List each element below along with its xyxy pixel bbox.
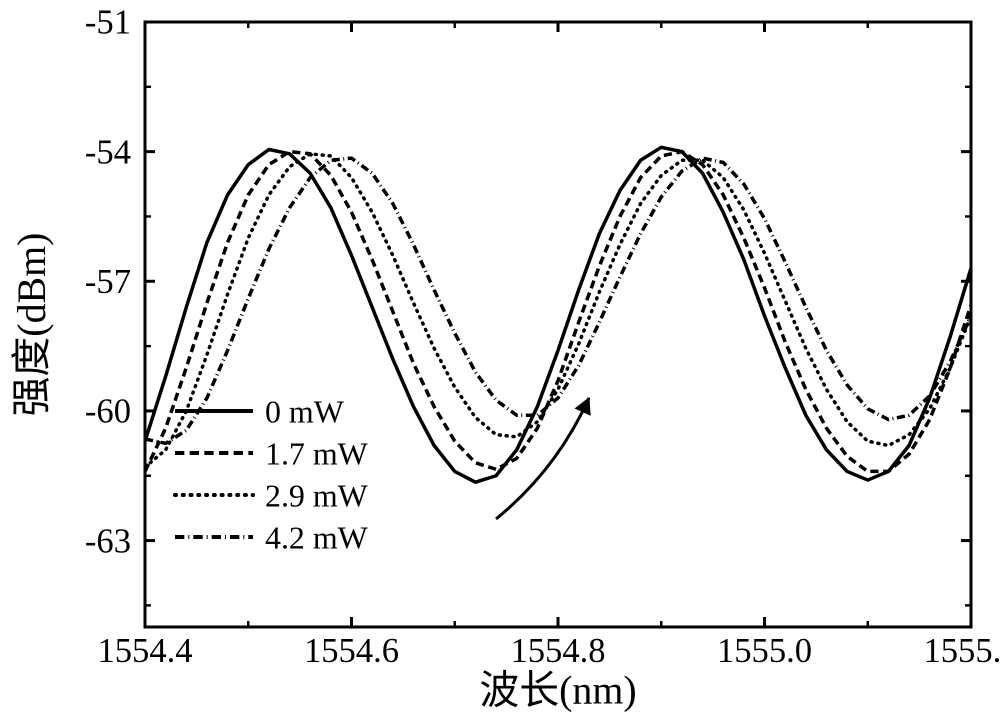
y-tick-label: -54: [85, 133, 131, 171]
x-axis-title: 波长(nm): [479, 668, 636, 713]
chart-svg: 1554.4 1554.6 1554.8 1555.0 1555.2 -51 -54 -57 -…: [0, 0, 1000, 719]
x-tick-label: 1555.2: [923, 632, 1000, 670]
y-tick-label: -57: [85, 263, 131, 301]
x-tick-label: 1555.0: [717, 632, 812, 670]
y-axis-title: 强度(dBm): [9, 233, 54, 417]
x-tick-label: 1554.8: [510, 632, 605, 670]
y-tick-label: -51: [85, 4, 131, 42]
x-tick-label: 1554.6: [304, 632, 399, 670]
figure: 1554.4 1554.6 1554.8 1555.0 1555.2 -51 -54 -57 -…: [0, 0, 1000, 719]
legend-label: 0 mW: [265, 395, 345, 430]
legend-label: 2.9 mW: [265, 479, 369, 514]
y-tick-label: -63: [85, 522, 131, 560]
legend-label: 1.7 mW: [265, 437, 369, 472]
x-tick-label: 1554.4: [97, 632, 192, 670]
y-tick-label: -60: [85, 393, 131, 431]
legend-label: 4.2 mW: [265, 521, 369, 556]
